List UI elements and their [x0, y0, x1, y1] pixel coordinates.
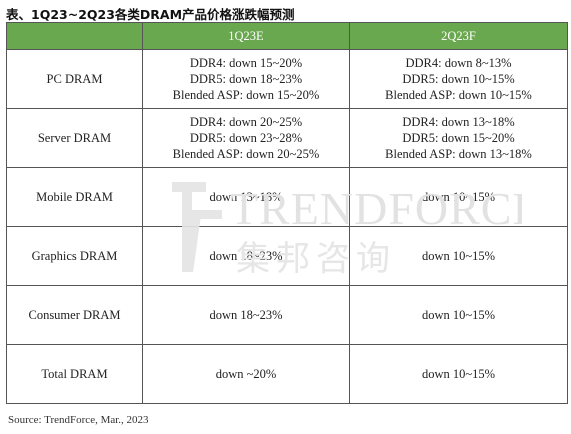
table-header-row: 1Q23E 2Q23F: [6, 22, 568, 50]
graphics-dram-1q23e: down 18~23%: [142, 226, 350, 286]
table-row: Consumer DRAM down 18~23% down 10~15%: [6, 285, 568, 345]
cell-line: Blended ASP: down 20~25%: [172, 147, 320, 161]
server-dram-1q23e: DDR4: down 20~25% DDR5: down 23~28% Blen…: [142, 108, 350, 168]
cell-line: DDR5: down 10~15%: [402, 72, 515, 86]
header-corner: [6, 22, 143, 50]
cell-line: DDR5: down 23~28%: [189, 131, 303, 145]
row-label-total-dram: Total DRAM: [6, 344, 143, 404]
cell-line: DDR4: down 20~25%: [189, 115, 303, 129]
row-label-mobile-dram: Mobile DRAM: [6, 167, 143, 227]
row-label-graphics-dram: Graphics DRAM: [6, 226, 143, 286]
cell-line: DDR4: down 15~20%: [189, 56, 303, 70]
row-label-consumer-dram: Consumer DRAM: [6, 285, 143, 345]
table-row: PC DRAM DDR4: down 15~20% DDR5: down 18~…: [6, 49, 568, 109]
table-title: 表、1Q23~2Q23各类DRAM产品价格涨跌幅预测: [6, 7, 295, 22]
consumer-dram-1q23e: down 18~23%: [142, 285, 350, 345]
cell-line: Blended ASP: down 13~18%: [385, 147, 532, 161]
cell-line: Blended ASP: down 10~15%: [385, 88, 532, 102]
table-row: Mobile DRAM down 13~18% down 10~15%: [6, 167, 568, 227]
pc-dram-1q23e: DDR4: down 15~20% DDR5: down 18~23% Blen…: [142, 49, 350, 109]
cell-line: DDR5: down 15~20%: [402, 131, 515, 145]
table-row: Server DRAM DDR4: down 20~25% DDR5: down…: [6, 108, 568, 168]
total-dram-1q23e: down ~20%: [142, 344, 350, 404]
table-row: Total DRAM down ~20% down 10~15%: [6, 344, 568, 404]
server-dram-2q23f: DDR4: down 13~18% DDR5: down 15~20% Blen…: [349, 108, 568, 168]
cell-line: Blended ASP: down 15~20%: [172, 88, 320, 102]
cell-line: DDR5: down 18~23%: [189, 72, 303, 86]
header-1q23e: 1Q23E: [142, 22, 350, 50]
header-2q23f: 2Q23F: [349, 22, 568, 50]
consumer-dram-2q23f: down 10~15%: [349, 285, 568, 345]
table-row: Graphics DRAM down 18~23% down 10~15%: [6, 226, 568, 286]
cell-line: DDR4: down 8~13%: [405, 56, 512, 70]
graphics-dram-2q23f: down 10~15%: [349, 226, 568, 286]
source-note: Source: TrendForce, Mar., 2023: [8, 414, 149, 426]
total-dram-2q23f: down 10~15%: [349, 344, 568, 404]
row-label-server-dram: Server DRAM: [6, 108, 143, 168]
cell-line: DDR4: down 13~18%: [402, 115, 515, 129]
mobile-dram-2q23f: down 10~15%: [349, 167, 568, 227]
dram-price-table: 1Q23E 2Q23F PC DRAM DDR4: down 15~20% DD…: [6, 22, 568, 404]
row-label-pc-dram: PC DRAM: [6, 49, 143, 109]
pc-dram-2q23f: DDR4: down 8~13% DDR5: down 10~15% Blend…: [349, 49, 568, 109]
mobile-dram-1q23e: down 13~18%: [142, 167, 350, 227]
